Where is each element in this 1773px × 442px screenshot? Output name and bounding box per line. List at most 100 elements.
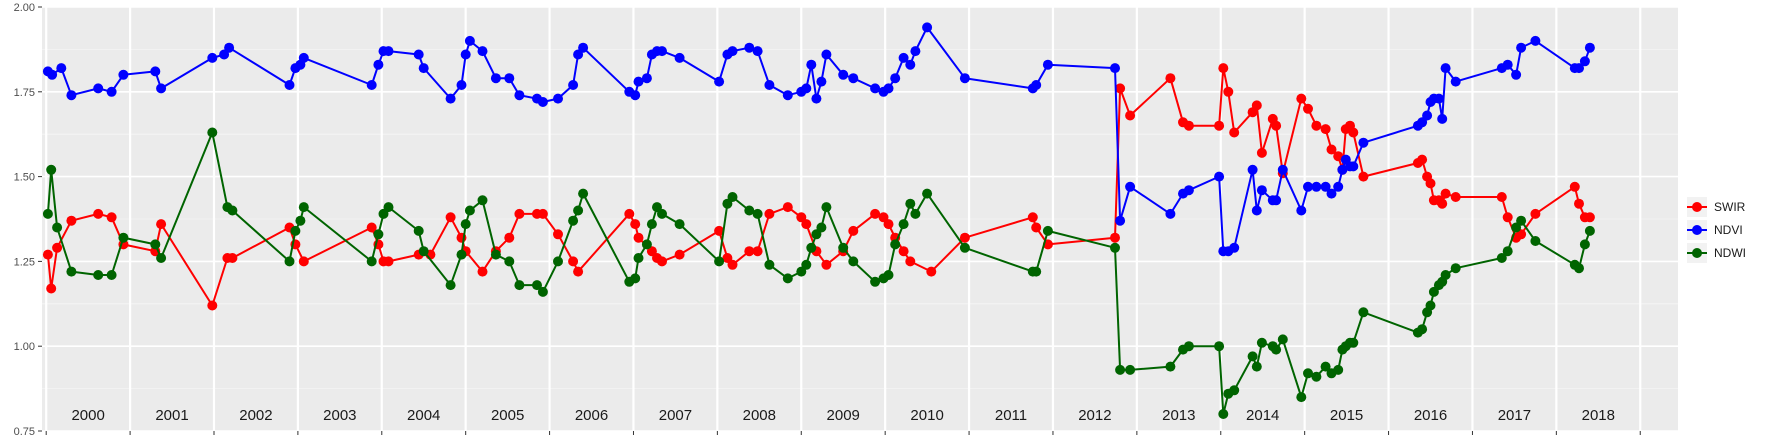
data-point-swir [1530, 208, 1541, 219]
data-point-swir [1165, 73, 1176, 84]
data-point-ndvi [821, 49, 832, 60]
data-point-ndwi [1311, 371, 1322, 382]
data-point-ndvi [1303, 181, 1313, 192]
data-point-ndvi [752, 46, 763, 57]
data-point-ndvi [1437, 113, 1448, 124]
data-point-swir [42, 249, 53, 260]
data-point-ndvi [460, 49, 471, 60]
data-point-swir [537, 208, 548, 219]
data-point-ndvi [630, 90, 641, 101]
data-point-ndwi [1358, 307, 1369, 318]
data-point-ndwi [366, 256, 377, 267]
data-point-ndwi [801, 259, 812, 270]
data-point-swir [883, 219, 894, 230]
data-point-swir [782, 202, 793, 213]
data-point-ndwi [1579, 239, 1590, 250]
data-point-ndvi [413, 49, 424, 60]
data-point-ndvi [1337, 164, 1348, 175]
data-point-ndvi [1247, 164, 1258, 175]
year-label: 2016 [1414, 407, 1447, 424]
data-point-ndvi [445, 93, 456, 104]
year-label: 2009 [827, 407, 860, 424]
data-point-ndwi [848, 256, 859, 267]
data-point-ndwi [1271, 344, 1282, 355]
data-point-ndvi [848, 73, 859, 84]
y-tick-label: 2.00 [14, 2, 35, 14]
data-point-swir [1223, 86, 1234, 97]
data-point-ndvi [1256, 185, 1267, 196]
data-point-ndwi [1530, 236, 1541, 246]
data-point-swir [722, 253, 733, 263]
data-point-ndwi [573, 205, 584, 216]
data-point-ndvi [890, 73, 901, 84]
data-point-ndwi [898, 219, 909, 230]
data-point-ndvi [207, 52, 218, 63]
data-point-ndvi [727, 46, 738, 57]
legend: SWIR NDVI NDWI [1687, 197, 1746, 263]
data-point-ndwi [460, 219, 471, 230]
data-point-swir [1125, 110, 1136, 121]
data-point-swir [905, 256, 916, 267]
data-point-swir [801, 219, 812, 230]
data-point-ndwi [910, 208, 921, 219]
data-point-ndwi [883, 270, 894, 280]
data-point-ndvi [1574, 63, 1584, 74]
data-point-ndvi [764, 80, 775, 90]
data-point-swir [959, 232, 970, 243]
legend-key-point [1692, 225, 1702, 235]
data-point-swir [207, 300, 218, 311]
y-tick-label: 1.25 [14, 256, 35, 268]
data-point-ndvi [490, 73, 501, 84]
data-point-ndvi [373, 59, 384, 70]
series-ndwi [42, 127, 1595, 419]
data-point-swir [1502, 212, 1513, 223]
y-axis: 0.75 1.00 1.25 1.50 1.75 2.00 [14, 2, 42, 438]
data-point-swir [764, 208, 775, 219]
data-point-ndwi [821, 202, 832, 213]
data-point-ndwi [1165, 361, 1176, 372]
data-point-swir [630, 219, 641, 230]
data-point-ndwi [1218, 409, 1229, 419]
data-point-ndwi [553, 256, 563, 267]
data-point-swir [633, 232, 644, 243]
y-tick-label: 1.00 [14, 341, 35, 353]
data-point-ndwi [1125, 364, 1136, 375]
data-point-ndwi [1277, 334, 1288, 345]
data-point-ndwi [1417, 324, 1428, 335]
data-point-ndwi [744, 205, 755, 216]
data-point-ndvi [905, 59, 916, 70]
data-point-ndwi [1229, 385, 1240, 396]
data-point-swir [568, 256, 579, 267]
year-label: 2001 [155, 407, 188, 424]
data-point-ndvi [1530, 35, 1541, 46]
data-point-ndwi [646, 219, 657, 230]
y-tick-label: 0.75 [14, 426, 35, 438]
data-point-ndwi [1584, 225, 1595, 236]
year-label: 2006 [575, 407, 608, 424]
data-point-swir [657, 256, 667, 267]
data-point-ndwi [630, 273, 641, 284]
series-layer [42, 22, 1595, 419]
data-point-swir [298, 256, 309, 267]
data-point-ndwi [490, 249, 501, 260]
data-point-ndwi [504, 256, 515, 267]
data-point-ndwi [1303, 368, 1313, 379]
data-point-ndwi [290, 225, 301, 236]
data-point-ndwi [1110, 242, 1120, 253]
data-point-swir [1027, 212, 1038, 223]
year-label: 2003 [323, 407, 356, 424]
data-point-ndwi [674, 219, 685, 230]
data-point-swir [926, 266, 937, 277]
data-point-ndvi [383, 46, 394, 57]
data-point-ndwi [1031, 266, 1042, 277]
data-point-swir [1256, 147, 1267, 158]
data-point-ndwi [456, 249, 467, 260]
data-point-swir [52, 242, 63, 253]
year-label: 2010 [910, 407, 943, 424]
data-point-ndvi [1115, 215, 1126, 226]
data-point-ndvi [641, 73, 652, 84]
data-point-swir [1218, 63, 1229, 74]
data-point-ndvi [568, 80, 579, 90]
y-tick-label: 1.50 [14, 172, 35, 184]
data-point-ndvi [811, 93, 822, 104]
